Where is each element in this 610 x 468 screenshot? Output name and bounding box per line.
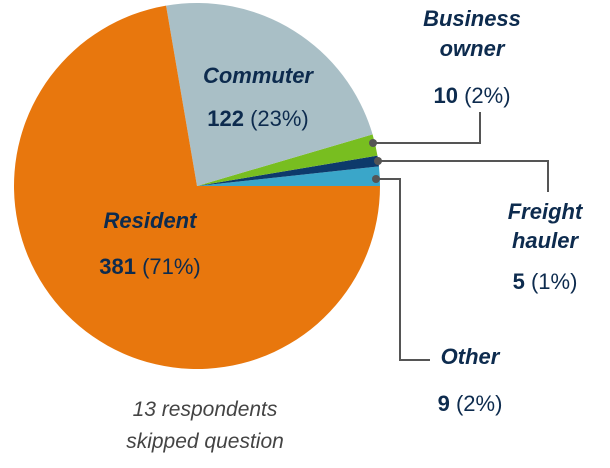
slice-value: 122 (23%)	[207, 106, 309, 131]
value-label: 122	[207, 106, 244, 131]
slice-label: Other	[441, 344, 501, 369]
share-label: (2%)	[464, 83, 510, 108]
share-label: (2%)	[456, 391, 502, 416]
slice-label: Business owner	[423, 6, 521, 61]
value-label: 10	[433, 83, 457, 108]
slice-value: 9 (2%)	[438, 391, 503, 416]
pie-slice	[197, 166, 380, 186]
share-label: (23%)	[250, 106, 309, 131]
slice-value: 381 (71%)	[99, 254, 201, 279]
share-label: (71%)	[142, 254, 201, 279]
slice-value: 5 (1%)	[513, 269, 578, 294]
value-label: 5	[513, 269, 525, 294]
leader-line	[378, 160, 549, 192]
value-label: 381	[99, 254, 136, 279]
leader-dot	[369, 139, 377, 147]
slice-label: Commuter	[203, 63, 314, 88]
leader-line	[373, 112, 481, 144]
slice-label: Freight hauler	[508, 199, 584, 253]
value-label: 9	[438, 391, 450, 416]
pie-slice	[197, 155, 379, 186]
pie-slice	[166, 3, 373, 187]
note: 13 respondents skipped question	[126, 398, 284, 453]
pie-slice	[13, 5, 381, 370]
slice-value: 10 (2%)	[433, 83, 510, 108]
pie	[13, 3, 381, 370]
leader-line	[376, 178, 430, 361]
leader-dot	[374, 157, 382, 165]
pie-slice	[197, 134, 378, 186]
slice-label: Resident	[104, 208, 199, 233]
leader-dot	[372, 175, 380, 183]
share-label: (1%)	[531, 269, 577, 294]
